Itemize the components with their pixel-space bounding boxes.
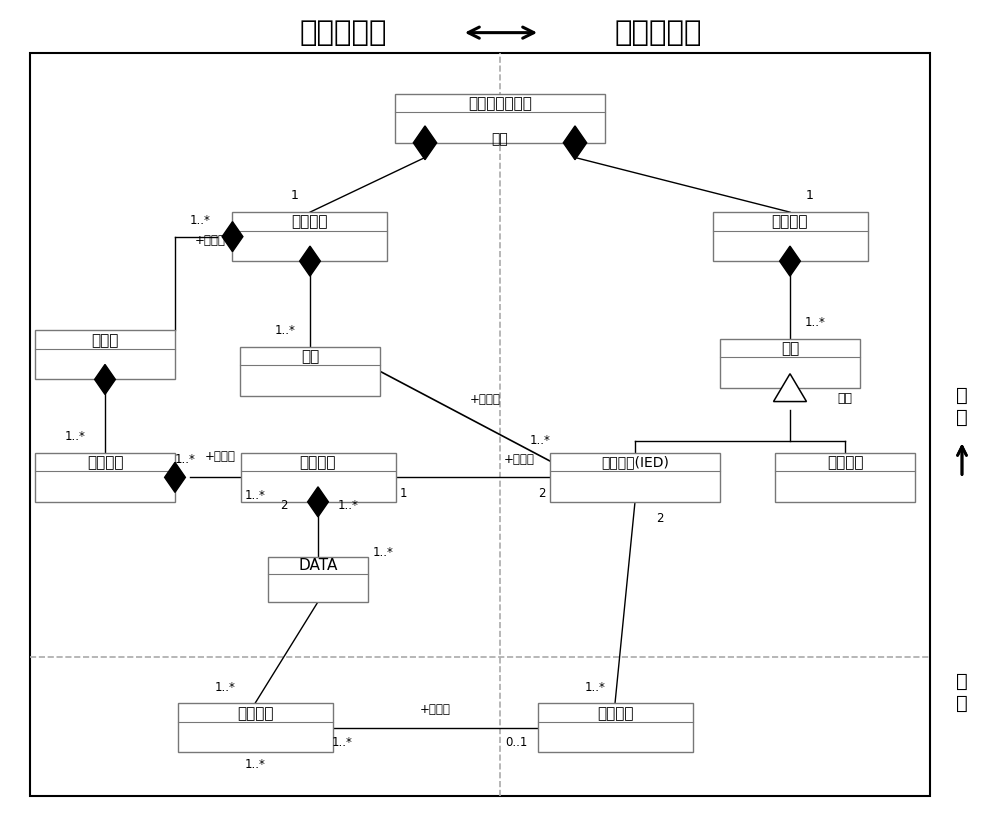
Text: 1..*: 1..* <box>245 758 265 771</box>
Text: 0..1: 0..1 <box>505 736 528 749</box>
Text: 1..*: 1..* <box>245 489 266 502</box>
Text: 智能变电站系统: 智能变电站系统 <box>468 96 532 111</box>
Text: 1..*: 1..* <box>530 434 550 447</box>
Text: 1..*: 1..* <box>338 499 358 512</box>
Text: 物理设备(IED): 物理设备(IED) <box>601 455 669 470</box>
Bar <box>550 453 720 502</box>
Text: 1..*: 1..* <box>275 324 295 337</box>
Bar <box>35 330 175 379</box>
Text: 设备: 设备 <box>781 341 799 356</box>
Text: DATA: DATA <box>298 558 338 574</box>
Text: 1..*: 1..* <box>373 547 393 559</box>
Text: 逻辑系统: 逻辑系统 <box>292 215 328 229</box>
Polygon shape <box>413 126 437 160</box>
Bar <box>395 94 605 143</box>
Text: +实现者: +实现者 <box>205 450 236 463</box>
Text: 1..*: 1..* <box>65 430 85 443</box>
Bar <box>240 453 396 502</box>
Text: 逻辑节点: 逻辑节点 <box>300 455 336 470</box>
Text: 1..*: 1..* <box>215 681 235 694</box>
Polygon shape <box>780 246 800 276</box>
Bar <box>775 453 915 502</box>
Polygon shape <box>222 222 243 251</box>
Bar <box>178 703 332 752</box>
Text: 包含: 包含 <box>492 131 508 146</box>
Text: 2: 2 <box>656 512 664 525</box>
Text: 1: 1 <box>806 189 814 202</box>
Polygon shape <box>563 126 587 160</box>
Text: 2: 2 <box>538 487 546 500</box>
Text: 1: 1 <box>291 189 299 202</box>
Bar <box>720 339 860 388</box>
Text: 1..*: 1..* <box>175 453 195 466</box>
Text: 功: 功 <box>956 386 968 406</box>
Text: 1..*: 1..* <box>805 316 825 329</box>
Text: 物理系统: 物理系统 <box>772 215 808 229</box>
Polygon shape <box>300 246 320 276</box>
Bar <box>240 347 380 396</box>
Polygon shape <box>165 463 185 492</box>
Text: +映射至: +映射至 <box>420 703 450 716</box>
Text: +分布于: +分布于 <box>470 393 500 406</box>
Text: 逻辑连接: 逻辑连接 <box>237 706 273 721</box>
Text: 2: 2 <box>281 499 288 512</box>
Text: 逻辑设备: 逻辑设备 <box>87 455 123 470</box>
Text: +运行于: +运行于 <box>504 453 535 466</box>
Text: 1..*: 1..* <box>585 681 605 694</box>
Text: 服务器: 服务器 <box>91 333 119 348</box>
Bar <box>268 557 368 602</box>
Polygon shape <box>774 374 806 401</box>
Polygon shape <box>308 487 328 517</box>
Text: 1..*: 1..* <box>190 214 210 227</box>
Text: 拓: 拓 <box>956 672 968 691</box>
Text: 高压设备: 高压设备 <box>827 455 863 470</box>
Text: 功能: 功能 <box>301 349 319 364</box>
Text: 物理子系统: 物理子系统 <box>614 19 702 47</box>
Text: 逻辑子系统: 逻辑子系统 <box>299 19 387 47</box>
Bar <box>712 212 868 261</box>
Text: 1: 1 <box>400 487 407 500</box>
Bar <box>538 703 692 752</box>
Bar <box>232 212 387 261</box>
Text: 1..*: 1..* <box>332 736 353 749</box>
Text: 继承: 继承 <box>838 392 853 405</box>
Text: 物理连接: 物理连接 <box>597 706 633 721</box>
Polygon shape <box>95 365 115 394</box>
Text: 能: 能 <box>956 408 968 428</box>
Bar <box>35 453 175 502</box>
Text: 扑: 扑 <box>956 694 968 713</box>
Text: +访问点: +访问点 <box>195 234 225 247</box>
